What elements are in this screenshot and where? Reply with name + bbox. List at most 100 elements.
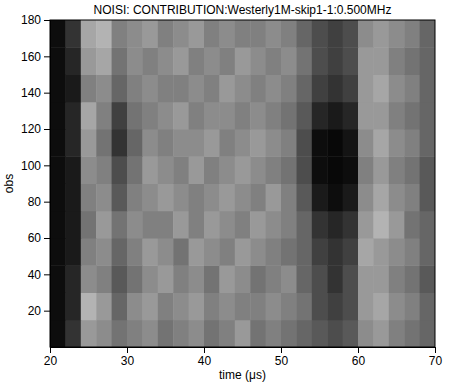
heat-cell — [81, 47, 97, 75]
heat-cell — [373, 184, 389, 212]
heat-cell — [235, 293, 251, 321]
heat-cell — [81, 211, 97, 239]
heat-cell — [50, 293, 66, 321]
heat-cell — [65, 129, 81, 157]
heat-cell — [327, 102, 343, 130]
heat-cell — [81, 238, 97, 266]
heat-cell — [142, 184, 158, 212]
x-tick-mark — [204, 347, 205, 353]
heat-cell — [189, 47, 205, 75]
heat-cell — [420, 20, 435, 48]
y-tick: 20 — [28, 304, 50, 318]
heat-cell — [327, 265, 343, 293]
heat-cell — [142, 211, 158, 239]
heat-cell — [389, 293, 405, 321]
heat-cell — [65, 20, 81, 48]
y-tick: 100 — [21, 159, 50, 173]
y-tick: 60 — [28, 231, 50, 245]
heat-cell — [281, 184, 297, 212]
x-tick-label: 40 — [198, 354, 212, 368]
heat-cell — [296, 293, 312, 321]
heat-cell — [404, 156, 420, 184]
heat-cell — [173, 238, 189, 266]
heat-cell — [281, 293, 297, 321]
heat-cell — [189, 129, 205, 157]
y-tick-mark — [44, 202, 50, 203]
heat-cell — [296, 238, 312, 266]
heat-cell — [296, 129, 312, 157]
heat-cell — [50, 265, 66, 293]
heat-cell — [373, 265, 389, 293]
heat-cell — [189, 184, 205, 212]
heat-cell — [404, 238, 420, 266]
heat-cell — [296, 211, 312, 239]
heat-cell — [404, 211, 420, 239]
heat-cell — [266, 156, 282, 184]
heat-cell — [65, 184, 81, 212]
y-tick-label: 20 — [28, 304, 42, 318]
heat-cell — [50, 47, 66, 75]
heat-cell — [158, 102, 174, 130]
heat-cell — [373, 156, 389, 184]
heat-cell — [312, 129, 328, 157]
heat-cell — [358, 320, 374, 347]
heat-cell — [373, 129, 389, 157]
y-axis-title: obs — [2, 174, 16, 193]
heat-cell — [65, 47, 81, 75]
heat-cell — [420, 102, 435, 130]
heat-cell — [189, 102, 205, 130]
x-tick-mark — [50, 347, 51, 353]
heat-cell — [235, 75, 251, 103]
heat-cell — [281, 211, 297, 239]
heat-cell — [250, 75, 266, 103]
heat-cell — [250, 238, 266, 266]
heat-cell — [343, 75, 359, 103]
heat-cell — [173, 129, 189, 157]
heat-cell — [404, 102, 420, 130]
heat-cell — [358, 75, 374, 103]
heat-cell — [204, 238, 220, 266]
heat-cell — [266, 102, 282, 130]
heat-cell — [235, 156, 251, 184]
heat-cell — [158, 184, 174, 212]
y-tick-mark — [44, 20, 50, 21]
heat-cell — [127, 75, 143, 103]
heat-cell — [127, 320, 143, 347]
x-tick: 60 — [352, 347, 366, 368]
heat-cell — [404, 320, 420, 347]
heat-cell — [50, 184, 66, 212]
heat-cell — [142, 156, 158, 184]
heat-cell — [189, 293, 205, 321]
heat-cell — [389, 47, 405, 75]
heat-cell — [173, 265, 189, 293]
heat-cell — [219, 75, 235, 103]
heat-cell — [389, 102, 405, 130]
heat-cell — [420, 184, 435, 212]
heat-cell — [81, 102, 97, 130]
heat-cell — [235, 20, 251, 48]
heat-cell — [235, 211, 251, 239]
heat-cell — [142, 293, 158, 321]
heat-cell — [420, 47, 435, 75]
heat-cell — [404, 265, 420, 293]
heat-cell — [219, 47, 235, 75]
heat-cell — [127, 129, 143, 157]
heat-cell — [173, 211, 189, 239]
x-tick-label: 70 — [429, 354, 443, 368]
heat-cell — [235, 184, 251, 212]
heat-cell — [142, 265, 158, 293]
y-tick-mark — [44, 93, 50, 94]
heat-cell — [343, 265, 359, 293]
heat-cell — [358, 184, 374, 212]
heat-cell — [373, 238, 389, 266]
heat-cell — [50, 102, 66, 130]
heat-cell — [250, 265, 266, 293]
heat-cell — [96, 102, 112, 130]
heat-cell — [266, 129, 282, 157]
heat-cell — [219, 211, 235, 239]
heat-cell — [250, 129, 266, 157]
heat-cell — [204, 156, 220, 184]
heat-cell — [204, 47, 220, 75]
heat-cell — [112, 156, 128, 184]
heat-cell — [204, 211, 220, 239]
